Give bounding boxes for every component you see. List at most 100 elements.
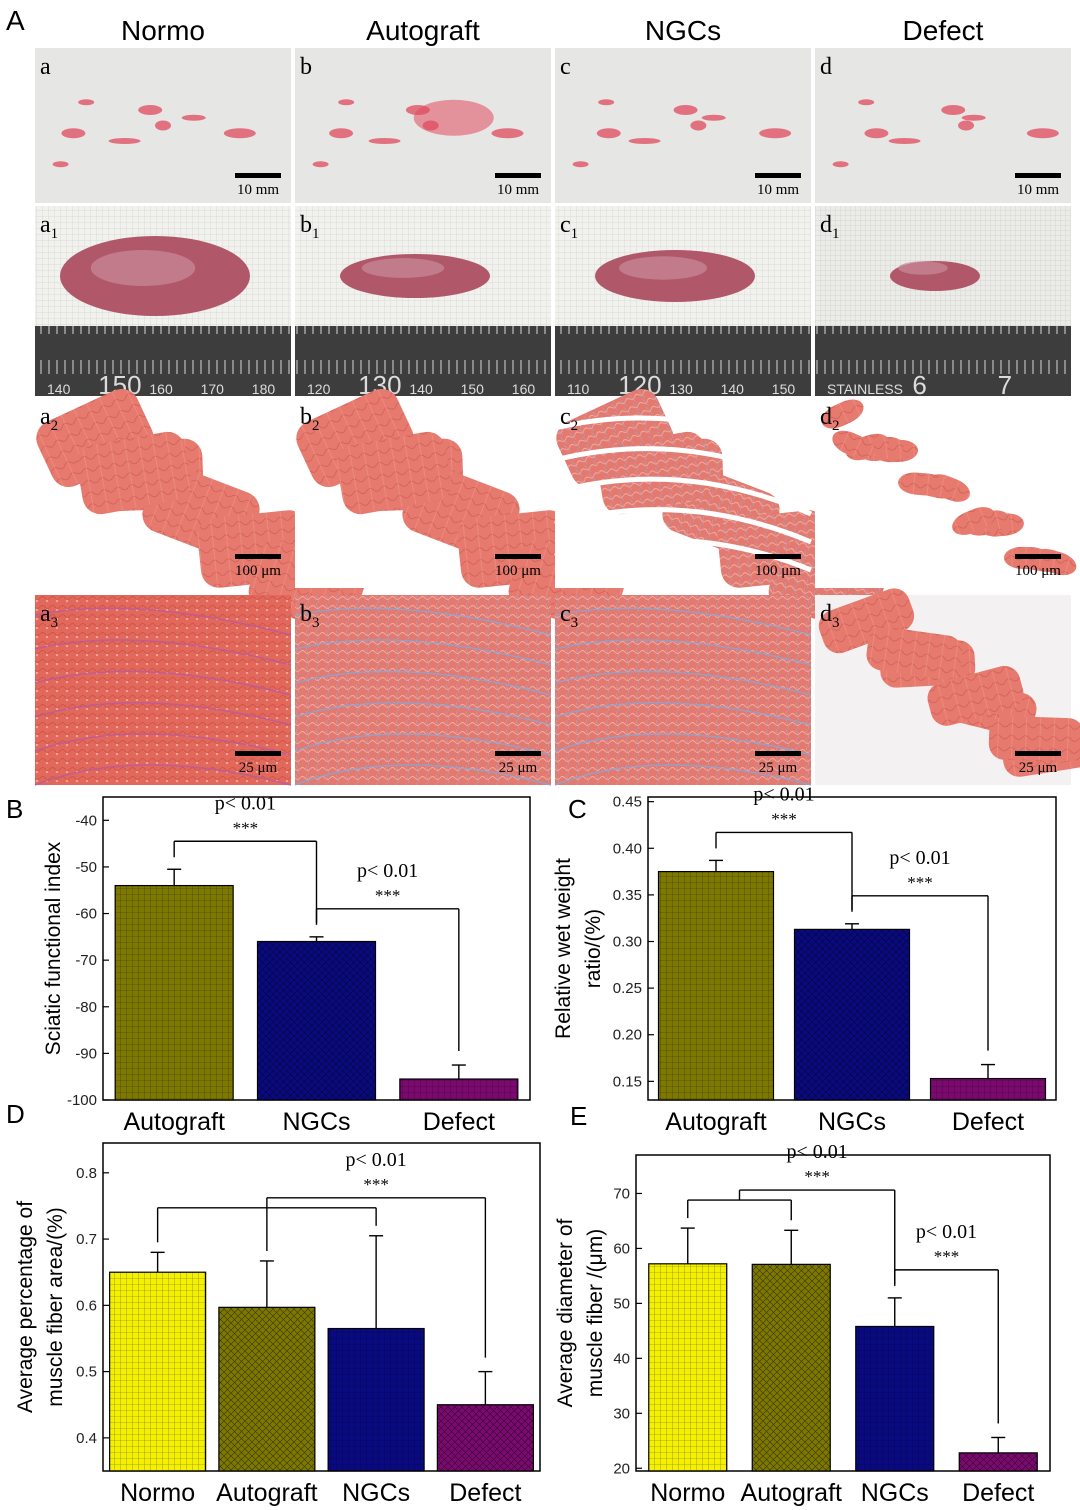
footprint-mark [1026, 128, 1059, 139]
scale-bar-label: 10 mm [497, 182, 539, 198]
panel-label-D: D [6, 1099, 25, 1129]
bar-hatch [437, 1404, 534, 1471]
chart-E: E 20 30 40 50 60 70 Average diameter of muscle f… [554, 1101, 1051, 1507]
ruler-number: 140 [409, 381, 433, 397]
collagen-strand [554, 702, 812, 726]
column-title-autograft: Autograft [366, 15, 480, 46]
collagen-strand [34, 639, 292, 666]
scale-bar-line [495, 554, 541, 559]
bar-hatch [109, 1272, 206, 1471]
scale-bar-line [235, 173, 281, 178]
p-value-label: p< 0.01 [889, 847, 950, 869]
scale-bar-line [755, 554, 801, 559]
y-tick-label: 60 [613, 1240, 630, 1257]
ruler-number: 7 [998, 370, 1012, 400]
y-tick-label: -70 [75, 952, 97, 969]
x-tick-label: Normo [120, 1479, 195, 1507]
footprint-mark [690, 120, 707, 131]
chart-C: C 0.15 0.20 0.25 0.30 0.35 0.40 0.45 Relative we… [552, 783, 1057, 1136]
column-title-ngcs: NGCs [645, 15, 721, 46]
scale-bar-line [495, 751, 541, 756]
y-tick-label: 0.45 [613, 794, 642, 811]
column-title-normo: Normo [121, 15, 205, 46]
scale-bar-line [235, 554, 281, 559]
ruler-number: 140 [47, 381, 71, 397]
ruler-number: 130 [669, 381, 693, 397]
footprint-mark [858, 99, 875, 106]
significance-stars: *** [233, 818, 259, 837]
significance-stars: *** [375, 886, 401, 905]
ruler-number: 120 [307, 381, 331, 397]
x-tick-label: NGCs [342, 1479, 410, 1507]
significance-stars: *** [934, 1247, 960, 1266]
collagen-strand [294, 670, 552, 696]
y-tick-label: -40 [75, 812, 97, 829]
ruler [295, 326, 551, 396]
significance-stars: *** [804, 1167, 830, 1186]
collagen-strand [294, 639, 552, 666]
tissue-gap [554, 446, 813, 489]
bar-hatch [218, 1307, 315, 1471]
histology-tissue [555, 595, 811, 785]
muscle-highlight [898, 261, 948, 275]
x-tick-label: Defect [952, 1108, 1024, 1136]
y-tick-label: 0.40 [613, 840, 642, 857]
photo-b: 10 mm b [295, 48, 551, 203]
footprint-mark [864, 128, 889, 139]
panel-sub-label: a [40, 54, 51, 80]
footprint-mark [405, 105, 430, 115]
chart-B: B -100 -90 -80 -70 -60 -50 -40 Sciatic functiona… [6, 792, 531, 1136]
y-tick-label: 0.25 [613, 980, 642, 997]
collagen-strand [34, 607, 292, 636]
footprint-mark [941, 105, 966, 115]
scale-bar-line [1015, 554, 1061, 559]
collagen-strand [294, 607, 552, 636]
bar-hatch [648, 1263, 727, 1471]
scale-bar-label: 25 μm [239, 760, 278, 776]
footprint-mark [701, 114, 726, 121]
collagen-strand [294, 702, 552, 726]
footprint-paper [555, 48, 811, 203]
p-value-label: p< 0.01 [916, 1221, 977, 1243]
plot-frame [102, 1142, 541, 1472]
scale-bar-line [495, 173, 541, 178]
y-tick-label: 40 [613, 1350, 630, 1367]
x-tick-label: NGCs [861, 1479, 929, 1507]
bar-hatch [399, 1079, 518, 1100]
muscle-fascicle [336, 431, 452, 515]
footprint-mark [108, 138, 141, 144]
histology-tissue [295, 595, 551, 785]
bar-hatch [328, 1328, 425, 1471]
bar-hatch [794, 929, 910, 1100]
muscle-fascicle [818, 588, 915, 654]
scale-bar-label: 25 μm [499, 760, 538, 776]
scale-bar-label: 100 μm [495, 563, 541, 579]
x-tick-label: Normo [650, 1479, 725, 1507]
y-tick-label: 0.20 [613, 1027, 642, 1044]
collagen-strand [554, 670, 812, 696]
histology-tissue [35, 595, 291, 785]
panel-label-B: B [6, 794, 23, 824]
footprint-mark [61, 128, 86, 139]
bar-hatch [658, 871, 774, 1100]
scale-bar-label: 25 μm [759, 760, 798, 776]
scale-bar-label: 10 mm [237, 182, 279, 198]
panel-label-A: A [6, 5, 25, 36]
collagen-strand [554, 764, 812, 786]
p-value-label: p< 0.01 [215, 792, 276, 814]
panel-label-E: E [570, 1101, 587, 1131]
plot-frame [635, 1154, 1051, 1472]
tissue-gap [554, 415, 813, 461]
footprint-mark [52, 161, 69, 168]
photo-d1: STAINLESS 6 7d1 [815, 206, 1071, 400]
x-tick-label: Autograft [665, 1108, 767, 1136]
scale-bar-label: 100 μm [235, 563, 281, 579]
y-tick-label: 50 [613, 1295, 630, 1312]
muscle-fascicle [832, 430, 875, 460]
y-tick-label: 0.35 [613, 887, 642, 904]
muscle-fascicle [898, 472, 943, 496]
y-tick-label: -90 [75, 1045, 97, 1062]
chart-D: D 0.4 0.5 0.6 0.7 0.8 Average percentage of mus… [6, 1099, 541, 1507]
ruler-number: 160 [512, 381, 536, 397]
